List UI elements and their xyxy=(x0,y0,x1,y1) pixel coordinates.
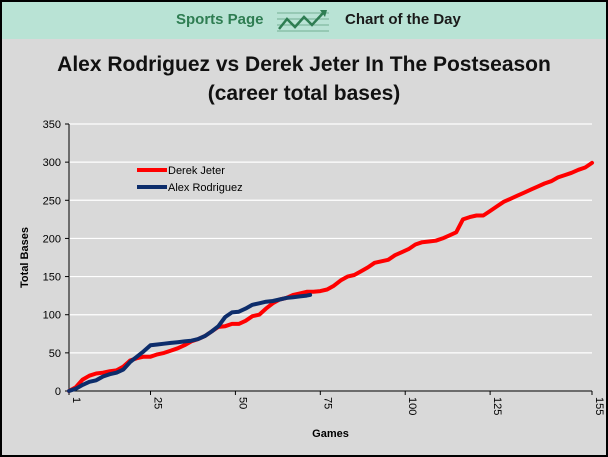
chart-title-line1: Alex Rodriguez vs Derek Jeter In The Pos… xyxy=(57,53,551,76)
series-line-alex-rodriguez xyxy=(67,292,313,393)
series-line-derek-jeter xyxy=(67,160,594,393)
banner-right-text: Chart of the Day xyxy=(345,11,461,28)
y-tick-label: 150 xyxy=(43,272,61,284)
x-tick-label: 50 xyxy=(236,397,248,409)
x-tick-label: 25 xyxy=(152,397,164,409)
y-tick-label: 50 xyxy=(49,348,61,360)
y-tick-label: 100 xyxy=(43,310,61,322)
x-axis-label: Games xyxy=(312,428,349,440)
trend-up-icon xyxy=(277,10,329,32)
chart-title: Alex Rodriguez vs Derek Jeter In The Pos… xyxy=(2,50,606,108)
banner: Sports Page Chart of the Day xyxy=(2,2,606,39)
x-tick-label: 125 xyxy=(491,397,503,415)
x-tick-label: 100 xyxy=(406,397,418,415)
y-tick-label: 200 xyxy=(43,233,61,245)
chart-title-line2: (career total bases) xyxy=(207,82,401,105)
x-tick-label: 155 xyxy=(593,397,605,415)
legend-label: Alex Rodriguez xyxy=(168,182,243,194)
y-tick-label: 250 xyxy=(43,195,61,207)
banner-left-text: Sports Page xyxy=(176,11,264,28)
legend-label: Derek Jeter xyxy=(168,165,225,177)
x-tick-label: 75 xyxy=(321,397,333,409)
y-axis-label: Total Bases xyxy=(19,227,31,288)
y-tick-label: 0 xyxy=(55,386,61,398)
y-tick-label: 300 xyxy=(43,157,61,169)
x-tick-label: 1 xyxy=(70,397,82,403)
y-tick-label: 350 xyxy=(43,119,61,131)
